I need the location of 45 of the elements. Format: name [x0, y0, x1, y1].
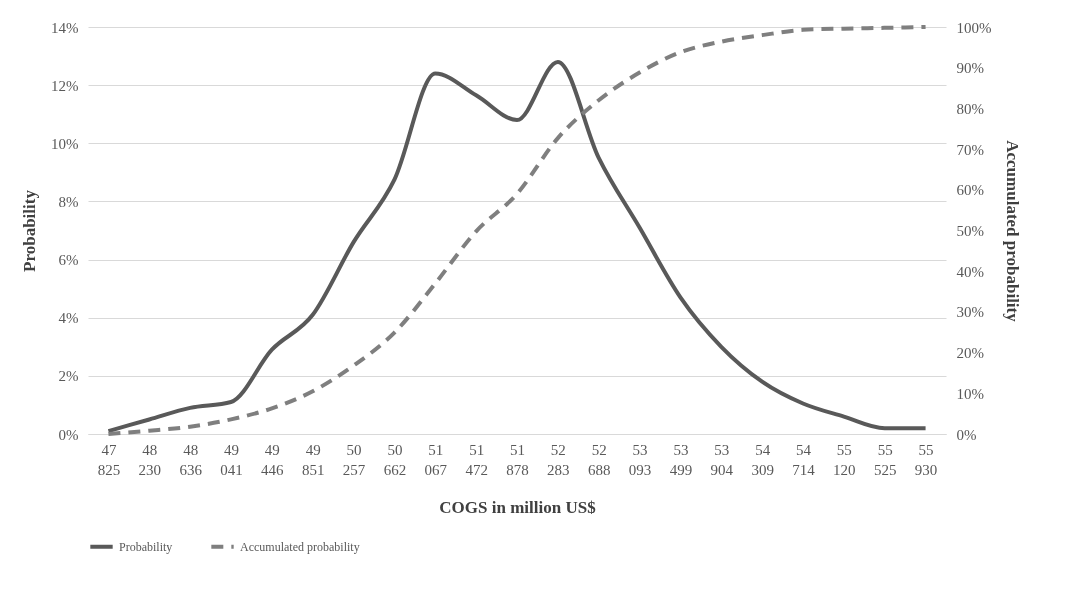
- y2-tick-label: 0%: [956, 426, 977, 443]
- x-tick-label: 55 120: [833, 441, 856, 478]
- x-tick-label: 51 067: [424, 441, 448, 478]
- y2-tick-label: 70%: [956, 141, 984, 158]
- x-axis-title: COGS in million US$: [439, 497, 597, 517]
- y2-axis-title: Accumulated probability: [1003, 140, 1023, 323]
- x-tick-label: 53 093: [628, 441, 652, 478]
- x-tick-label: 51 472: [465, 441, 488, 478]
- x-tick-label: 49 446: [261, 441, 285, 478]
- x-tick-label: 55 525: [873, 441, 897, 478]
- x-tick-label: 49 041: [220, 441, 243, 478]
- x-tick-label: 48 230: [138, 441, 162, 478]
- y2-tick-label: 10%: [956, 385, 984, 402]
- x-tick-label: 50 662: [383, 441, 407, 478]
- x-tick-label: 48 636: [179, 441, 203, 478]
- x-tick-label: 47 825: [97, 441, 121, 478]
- x-tick-label: 50 257: [342, 441, 366, 478]
- y2-tick-label: 60%: [956, 182, 984, 199]
- y2-tick-label: 30%: [956, 304, 984, 321]
- y2-tick-label: 20%: [956, 345, 984, 362]
- y-tick-label: 8%: [58, 193, 79, 210]
- y-axis-title: Probability: [20, 189, 39, 272]
- y2-tick-label: 80%: [956, 100, 984, 117]
- x-tick-label: 53 499: [669, 441, 693, 478]
- x-tick-label: 53 904: [710, 441, 734, 478]
- y2-tick-label: 90%: [956, 60, 984, 77]
- y-tick-label: 4%: [58, 310, 79, 327]
- x-tick-label: 49 851: [301, 441, 325, 478]
- y-tick-label: 14%: [51, 19, 79, 36]
- y-tick-label: 2%: [58, 368, 79, 385]
- y2-tick-label: 50%: [956, 223, 984, 239]
- y-tick-label: 12%: [51, 77, 79, 94]
- x-tick-label: 51 878: [506, 441, 529, 478]
- x-tick-label: 52 688: [587, 441, 611, 478]
- x-tick-label: 52 283: [547, 441, 570, 478]
- x-tick-label: 54 714: [792, 441, 816, 478]
- y2-tick-label: 40%: [956, 263, 984, 280]
- x-tick-label: 55 930: [914, 441, 938, 478]
- y2-tick-label: 100%: [956, 19, 992, 36]
- legend-label: Accumulated probability: [240, 539, 360, 554]
- y-tick-label: 6%: [58, 252, 79, 269]
- y-tick-label: 10%: [51, 135, 79, 152]
- y-tick-label: 0%: [58, 426, 79, 443]
- legend-label: Probability: [119, 539, 173, 554]
- x-tick-label: 54 309: [751, 441, 774, 478]
